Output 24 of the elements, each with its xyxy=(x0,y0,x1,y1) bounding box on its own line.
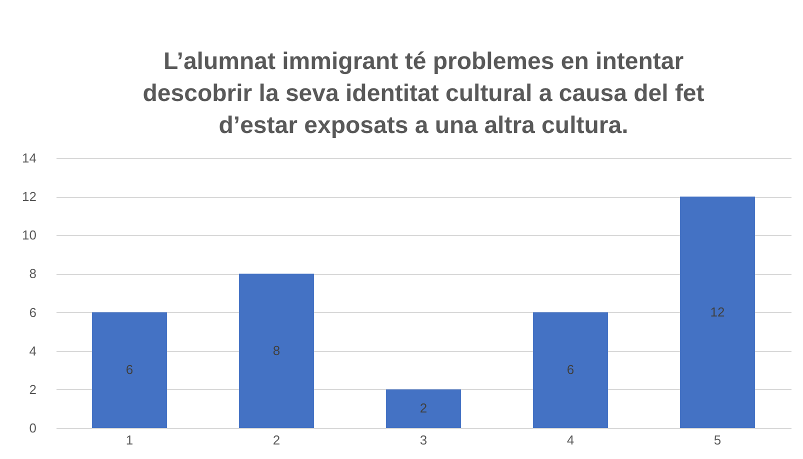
x-tick-label: 4 xyxy=(566,432,574,448)
x-tick-label: 2 xyxy=(272,432,280,448)
data-label: 6 xyxy=(566,362,574,378)
y-tick-label: 14 xyxy=(22,150,36,166)
y-tick-label: 6 xyxy=(29,304,36,320)
x-tick-label: 5 xyxy=(714,432,722,448)
y-tick-label: 0 xyxy=(29,420,36,436)
bar xyxy=(386,389,461,428)
bar xyxy=(92,312,167,428)
y-tick-label: 2 xyxy=(29,382,36,397)
bar xyxy=(680,196,755,428)
y-tick-label: 12 xyxy=(22,189,36,204)
bar xyxy=(533,312,608,428)
x-tick-label: 1 xyxy=(126,432,134,448)
data-label: 6 xyxy=(126,362,134,378)
data-label: 8 xyxy=(272,342,280,358)
bar xyxy=(239,274,314,428)
data-label: 2 xyxy=(420,400,428,416)
x-tick-label: 3 xyxy=(420,432,428,448)
data-label: 12 xyxy=(710,304,725,320)
chart-title: L’alumnat immigrant té problemes en intentar descobrir la seva identitat cultural a causa del fet d’estar exposats a una altra cultura. xyxy=(142,48,704,139)
y-tick-label: 8 xyxy=(29,266,36,282)
y-tick-label: 4 xyxy=(29,343,36,358)
y-tick-label: 10 xyxy=(22,228,36,243)
